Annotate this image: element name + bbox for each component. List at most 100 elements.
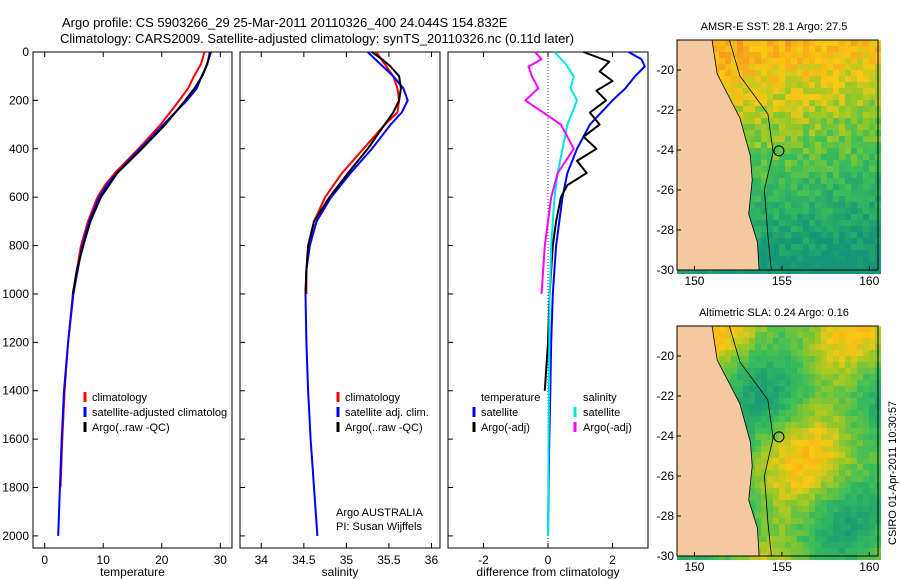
map-cell	[737, 52, 743, 58]
map-cell	[797, 554, 803, 560]
map-cell	[785, 464, 791, 470]
map-cell	[815, 106, 821, 112]
map-cell	[833, 410, 839, 416]
map-cell	[713, 268, 719, 274]
map-cell	[827, 40, 833, 46]
map-frame	[676, 325, 879, 557]
map-cell	[851, 386, 857, 392]
map-cell	[755, 46, 761, 52]
map-cell	[821, 416, 827, 422]
map-cell	[773, 58, 779, 64]
map-cell	[779, 268, 785, 274]
map-cell	[809, 190, 815, 196]
map-cell	[803, 148, 809, 154]
map-cell	[821, 440, 827, 446]
map-cell	[761, 202, 767, 208]
map-cell	[809, 220, 815, 226]
map-cell	[833, 52, 839, 58]
map-cell	[869, 250, 875, 256]
map-cell	[797, 428, 803, 434]
map-cell	[755, 112, 761, 118]
map-cell	[845, 410, 851, 416]
x-tick-label: 34.5	[292, 553, 316, 567]
map-cell	[773, 244, 779, 250]
map-y-tick-label: -20	[657, 63, 675, 77]
map-cell	[809, 326, 815, 332]
map-cell	[791, 530, 797, 536]
map-cell	[749, 416, 755, 422]
map-cell	[809, 362, 815, 368]
map-cell	[785, 226, 791, 232]
map-cell	[761, 440, 767, 446]
map-cell	[731, 268, 737, 274]
map-cell	[845, 40, 851, 46]
map-cell	[857, 536, 863, 542]
map-cell	[821, 118, 827, 124]
map-cell	[857, 184, 863, 190]
map-cell	[785, 488, 791, 494]
map-cell	[815, 142, 821, 148]
map-cell	[827, 542, 833, 548]
map-cell	[773, 368, 779, 374]
map-cell	[743, 392, 749, 398]
map-cell	[785, 124, 791, 130]
map-cell	[755, 202, 761, 208]
map-cell	[785, 208, 791, 214]
map-cell	[767, 88, 773, 94]
isobath-contour	[729, 325, 774, 557]
map-cell	[737, 326, 743, 332]
map-cell	[797, 536, 803, 542]
map-y-tick-label: -26	[657, 183, 675, 197]
map-cell	[815, 512, 821, 518]
map-cell	[845, 362, 851, 368]
map-cell	[725, 554, 731, 560]
map-cell	[797, 338, 803, 344]
map-cell	[779, 536, 785, 542]
map-cell	[851, 428, 857, 434]
map-cell	[761, 428, 767, 434]
map-cell	[815, 226, 821, 232]
map-cell	[767, 178, 773, 184]
map-cell	[785, 184, 791, 190]
map-cell	[851, 268, 857, 274]
map-cell	[845, 536, 851, 542]
map-cell	[791, 356, 797, 362]
map-cell	[767, 58, 773, 64]
map-cell	[809, 64, 815, 70]
map-cell	[791, 244, 797, 250]
map-cell	[785, 178, 791, 184]
map-cell	[791, 268, 797, 274]
map-cell	[761, 542, 767, 548]
map-y-tick-label: -30	[657, 549, 675, 563]
map-cell	[863, 344, 869, 350]
map-cell	[743, 100, 749, 106]
map-cell	[857, 178, 863, 184]
map-cell	[719, 58, 725, 64]
map-cell	[833, 512, 839, 518]
map-cell	[869, 374, 875, 380]
map-cell	[863, 416, 869, 422]
map-cell	[821, 488, 827, 494]
map-cell	[863, 386, 869, 392]
map-cell	[863, 262, 869, 268]
map-cell	[779, 332, 785, 338]
map-cell	[755, 332, 761, 338]
map-cell	[869, 190, 875, 196]
map-cell	[725, 268, 731, 274]
map-cell	[821, 356, 827, 362]
map-cell	[755, 404, 761, 410]
map-cell	[833, 452, 839, 458]
x-axis-label: salinity	[322, 565, 359, 579]
map-cell	[773, 268, 779, 274]
map-cell	[737, 350, 743, 356]
map-cell	[857, 470, 863, 476]
map-cell	[725, 82, 731, 88]
map-cell	[869, 350, 875, 356]
map-cell	[839, 232, 845, 238]
map-cell	[731, 344, 737, 350]
map-cell	[827, 154, 833, 160]
map-cell	[749, 422, 755, 428]
map-cell	[761, 118, 767, 124]
map-cell	[761, 232, 767, 238]
map-cell	[857, 166, 863, 172]
